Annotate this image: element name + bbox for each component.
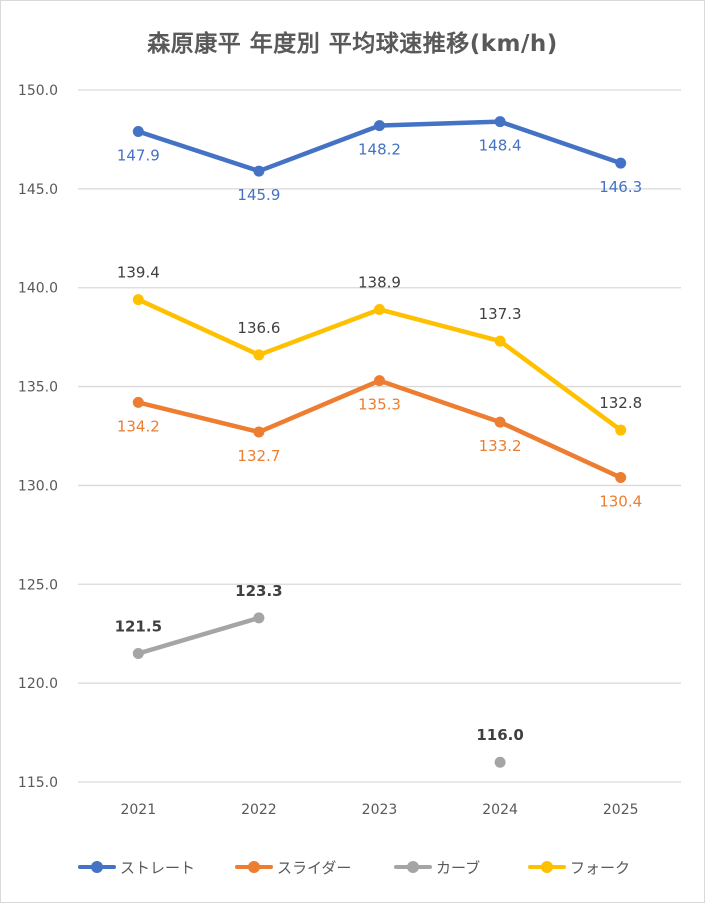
data-point xyxy=(132,294,144,306)
data-point xyxy=(253,165,265,177)
data-point xyxy=(132,396,144,408)
data-point xyxy=(494,416,506,428)
data-point xyxy=(132,647,144,659)
data-point xyxy=(374,375,385,387)
data-label: 139.4 xyxy=(117,264,160,282)
legend-item-curve[interactable]: カーブ xyxy=(392,855,480,879)
x-tick-label: 2024 xyxy=(482,802,518,818)
y-tick-label: 130.0 xyxy=(18,478,58,494)
data-label: 146.3 xyxy=(599,178,642,196)
data-label: 147.9 xyxy=(117,147,160,165)
legend-label: ストレート xyxy=(120,858,196,877)
data-label: 134.2 xyxy=(117,417,160,435)
data-label: 121.5 xyxy=(115,617,162,635)
data-point xyxy=(253,349,265,361)
data-label: 133.2 xyxy=(479,437,522,455)
data-label: 132.8 xyxy=(599,394,642,412)
legend-label: カーブ xyxy=(436,858,481,877)
x-tick-label: 2023 xyxy=(362,802,398,818)
chart-legend: ストレート スライダー カーブ フォーク xyxy=(0,855,705,879)
data-point xyxy=(615,424,627,436)
legend-marker-icon xyxy=(392,855,434,879)
legend-label: スライダー xyxy=(277,858,352,877)
legend-item-fork[interactable]: フォーク xyxy=(526,855,630,879)
y-tick-label: 145.0 xyxy=(18,182,58,198)
data-point xyxy=(494,116,506,128)
data-label: 148.4 xyxy=(479,137,522,155)
y-tick-label: 150.0 xyxy=(18,83,58,99)
data-point xyxy=(615,157,627,169)
data-label: 145.9 xyxy=(237,186,280,204)
legend-marker-icon xyxy=(526,855,568,879)
x-tick-label: 2022 xyxy=(241,802,277,818)
data-label: 132.7 xyxy=(237,447,280,465)
data-point xyxy=(253,612,265,624)
data-point xyxy=(374,120,385,132)
y-tick-label: 125.0 xyxy=(18,577,58,593)
legend-item-slider[interactable]: スライダー xyxy=(233,855,351,879)
series-line-2 xyxy=(138,618,500,762)
y-tick-label: 135.0 xyxy=(18,380,58,396)
data-point xyxy=(374,303,385,315)
data-label: 116.0 xyxy=(476,726,523,744)
legend-item-straight[interactable]: ストレート xyxy=(76,855,195,879)
legend-marker-icon xyxy=(76,855,118,879)
y-tick-label: 120.0 xyxy=(18,676,58,692)
data-label: 135.3 xyxy=(358,396,401,414)
x-tick-label: 2021 xyxy=(120,802,156,818)
legend-label: フォーク xyxy=(570,858,631,877)
data-label: 136.6 xyxy=(237,319,280,337)
data-point xyxy=(494,756,506,768)
legend-marker-icon xyxy=(233,855,275,879)
chart-title: 森原康平 年度別 平均球速推移(km/h) xyxy=(147,31,558,57)
data-point xyxy=(615,472,627,484)
data-point xyxy=(253,426,265,438)
y-tick-label: 115.0 xyxy=(18,775,58,791)
data-label: 130.4 xyxy=(599,493,642,511)
data-label: 138.9 xyxy=(358,273,401,291)
data-label: 148.2 xyxy=(358,141,401,159)
data-point xyxy=(494,335,506,347)
data-label: 123.3 xyxy=(235,582,282,600)
data-point xyxy=(132,126,144,138)
x-tick-label: 2025 xyxy=(603,802,639,818)
data-label: 137.3 xyxy=(479,305,522,323)
y-tick-label: 140.0 xyxy=(18,281,58,297)
